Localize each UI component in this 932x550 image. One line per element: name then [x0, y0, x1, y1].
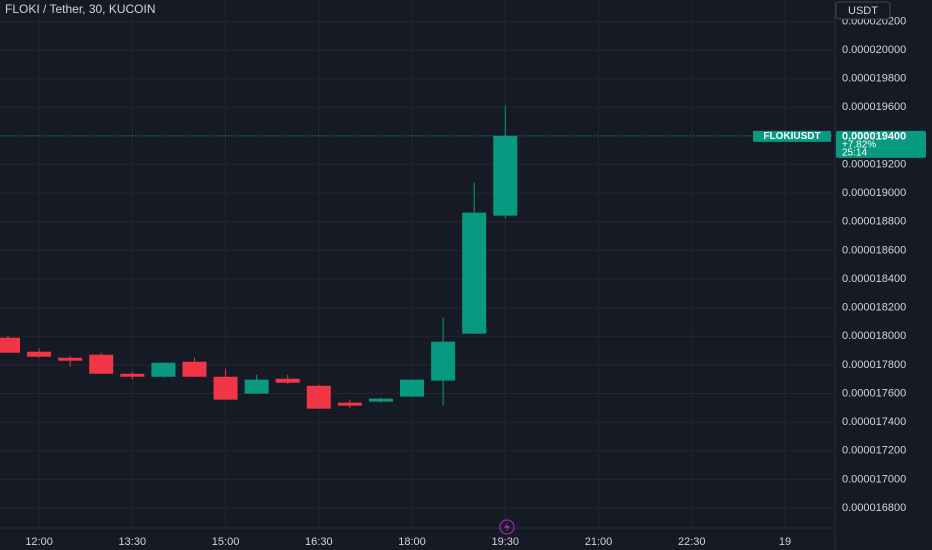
last-price-label: 0.000019400	[842, 130, 906, 142]
candle-body	[493, 135, 518, 216]
x-tick-label: 19:30	[492, 536, 520, 548]
symbol-badge	[753, 130, 831, 142]
y-tick-label: 0.000020000	[842, 44, 906, 56]
candle-body	[462, 212, 487, 334]
candle-body	[244, 379, 269, 394]
y-tick-label: 0.000017000	[842, 473, 906, 485]
x-tick-label: 21:00	[585, 536, 613, 548]
y-tick-label: 0.000017800	[842, 359, 906, 371]
candle-body	[275, 378, 300, 383]
x-tick-label: 12:00	[25, 536, 53, 548]
price-change: +7.82%	[842, 140, 876, 151]
candle-body	[400, 379, 425, 397]
candle-body	[337, 402, 362, 406]
grid	[0, 0, 835, 528]
candle-body	[89, 354, 114, 374]
x-tick-label: 19	[779, 536, 791, 548]
y-tick-label: 0.000019600	[842, 101, 906, 113]
x-tick-label: 15:00	[212, 536, 240, 548]
y-tick-label: 0.000018400	[842, 273, 906, 285]
price-badge	[836, 130, 926, 158]
y-tick-label: 0.000019000	[842, 187, 906, 199]
x-tick-label: 22:30	[678, 536, 706, 548]
candle-body	[213, 376, 238, 400]
y-tick-label: 0.000017600	[842, 387, 906, 399]
x-tick-label: 18:00	[398, 536, 426, 548]
candle-body	[58, 357, 83, 361]
y-tick-label: 0.000018200	[842, 302, 906, 314]
chart-title: FLOKI / Tether, 30, KUCOIN	[5, 2, 156, 16]
currency-label[interactable]: USDT	[848, 5, 878, 17]
candle-body	[0, 337, 20, 353]
y-tick-label: 0.000019800	[842, 73, 906, 85]
candle-body	[182, 361, 207, 377]
candle-body	[431, 341, 456, 381]
y-tick-label: 0.000017400	[842, 416, 906, 428]
candle-body	[368, 398, 393, 402]
lightning-icon[interactable]	[499, 519, 515, 535]
candle-body	[27, 351, 52, 357]
axes: 0.0000202000.0000200000.0000198000.00001…	[0, 0, 906, 550]
y-tick-label: 0.000016800	[842, 502, 906, 514]
currency-button[interactable]	[835, 1, 891, 20]
candle-body	[151, 362, 176, 377]
candle-body	[306, 385, 331, 409]
x-tick-label: 13:30	[119, 536, 147, 548]
countdown: 25:14	[842, 148, 867, 159]
y-tick-label: 0.000018000	[842, 330, 906, 342]
y-tick-label: 0.000018600	[842, 244, 906, 256]
y-tick-label: 0.000019200	[842, 158, 906, 170]
y-tick-label: 0.000017200	[842, 445, 906, 457]
candles	[0, 105, 835, 409]
y-tick-label: 0.000018800	[842, 216, 906, 228]
x-tick-label: 16:30	[305, 536, 333, 548]
candle-body	[120, 373, 145, 377]
symbol-label: FLOKIUSDT	[763, 131, 820, 142]
